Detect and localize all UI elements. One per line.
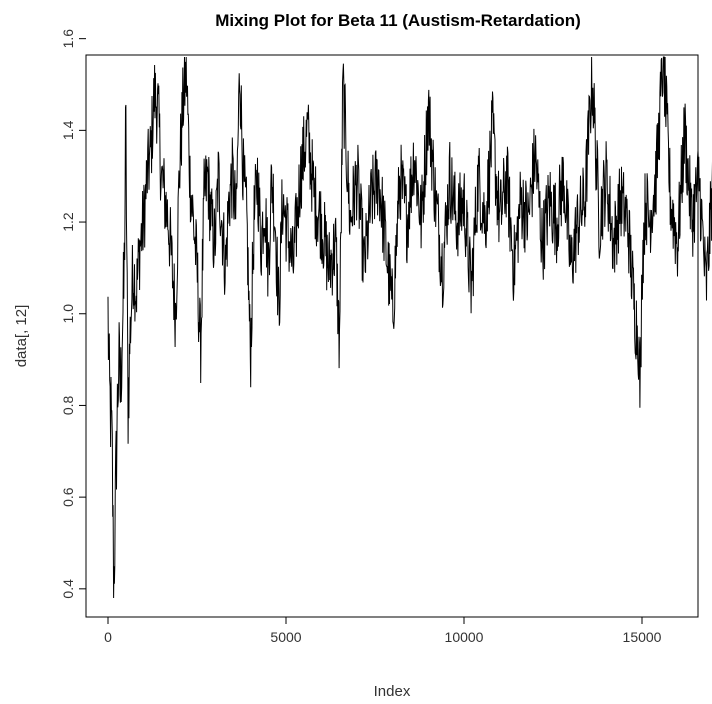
y-tick-label: 1.6	[60, 29, 76, 49]
x-axis: 0 5000 10000 15000	[104, 617, 662, 645]
y-tick-label: 1.2	[60, 212, 76, 232]
y-tick-label: 0.8	[60, 395, 76, 415]
trace-line	[107, 56, 712, 599]
y-axis: 0.4 0.6 0.8 1.0 1.2 1.4 1.6	[60, 29, 86, 599]
y-axis-label: data[, 12]	[13, 305, 30, 368]
y-tick-label: 1.0	[60, 304, 76, 324]
x-tick-label: 0	[104, 629, 112, 645]
y-tick-label: 1.4	[60, 120, 76, 140]
plot-frame	[85, 54, 699, 618]
x-tick-label: 10000	[445, 629, 484, 645]
y-tick-label: 0.4	[60, 579, 76, 599]
x-axis-label: Index	[374, 683, 411, 700]
y-tick-label: 0.6	[60, 487, 76, 507]
x-tick-label: 15000	[623, 629, 662, 645]
x-tick-label: 5000	[270, 629, 301, 645]
chart-title: Mixing Plot for Beta 11 (Austism-Retarda…	[215, 11, 581, 30]
